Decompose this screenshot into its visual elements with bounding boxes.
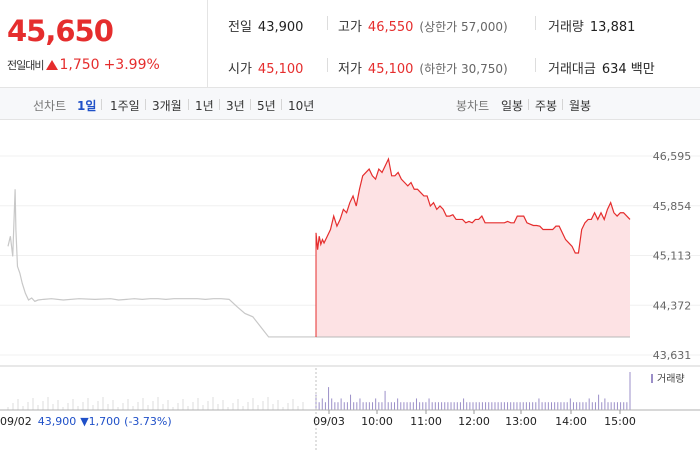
change-value: 1,750 (59, 57, 100, 73)
prev-day-summary: 09/02 43,900 ▼1,700 (-3.73%) (0, 415, 172, 428)
tab-divider (219, 99, 220, 110)
high-label: 고가 (338, 20, 362, 35)
prev-close-stat: 전일 43,900 (228, 16, 303, 35)
y-tick-label: 45,113 (653, 250, 692, 263)
price-chart[interactable]: 46,595 45,854 45,113 44,372 43,631 거래량 09/03 10… (0, 120, 700, 450)
upper-limit: (상한가 57,000) (419, 20, 508, 34)
y-tick-label: 46,595 (653, 150, 692, 163)
x-tick-label: 11:00 (410, 415, 442, 428)
amount-label: 거래대금 (548, 62, 596, 77)
divider (327, 16, 328, 30)
high-stat: 고가 46,550 (상한가 57,000) (338, 16, 508, 35)
tab-divider (281, 99, 282, 110)
tab-3y[interactable]: 3년 (226, 99, 245, 113)
today-area-fill (316, 159, 630, 337)
amount-value: 634 백만 (601, 62, 655, 77)
tab-1w[interactable]: 1주일 (110, 99, 140, 113)
x-tick-label: 10:00 (361, 415, 393, 428)
lower-limit: (하한가 30,750) (419, 62, 508, 76)
x-tick-label: 12:00 (458, 415, 490, 428)
change-label: 전일대비 (7, 59, 44, 72)
volume-value: 13,881 (589, 20, 636, 35)
high-value: 46,550 (367, 20, 414, 35)
volume-label: 거래량 (548, 20, 584, 35)
tab-weekly-candle[interactable]: 주봉 (535, 99, 558, 113)
prev-day-rate: (-3.73%) (124, 415, 172, 428)
low-stat: 저가 45,100 (하한가 30,750) (338, 58, 508, 77)
price-summary: 45,650 전일대비 1,750 +3.99% (0, 0, 208, 88)
quote-panel: 45,650 전일대비 1,750 +3.99% 전일 43,900 고가 46,550… (0, 0, 700, 88)
tab-divider (562, 99, 563, 110)
tab-daily-candle[interactable]: 일봉 (501, 99, 524, 113)
y-tick-label: 43,631 (653, 349, 692, 362)
prev-day-close: 43,900 (38, 415, 77, 428)
x-tick-label: 14:00 (555, 415, 587, 428)
open-value: 45,100 (257, 62, 304, 77)
low-label: 저가 (338, 62, 362, 77)
tab-divider (101, 99, 102, 110)
volume-stat: 거래량 13,881 (548, 16, 635, 35)
tab-divider (250, 99, 251, 110)
prev-close-label: 전일 (228, 20, 252, 35)
tab-10y[interactable]: 10년 (288, 99, 315, 113)
up-triangle-icon (46, 60, 59, 70)
y-tick-label: 45,854 (653, 200, 692, 213)
volume-legend-swatch (651, 374, 653, 383)
x-tick-label: 13:00 (505, 415, 537, 428)
tab-1d[interactable]: 1일 (77, 99, 97, 113)
volume-legend-label: 거래량 (657, 373, 685, 385)
tab-divider (145, 99, 146, 110)
tab-3m[interactable]: 3개월 (152, 99, 182, 113)
tab-divider (188, 99, 189, 110)
prev-day-series-line (7, 189, 316, 338)
y-tick-label: 44,372 (653, 299, 692, 312)
x-tick-label: 15:00 (604, 415, 636, 428)
low-value: 45,100 (367, 62, 414, 77)
candle-chart-section-label: 봉차트 (456, 99, 490, 113)
line-chart-section-label: 선차트 (33, 99, 67, 113)
today-series-line (315, 157, 631, 254)
open-stat: 시가 45,100 (228, 58, 303, 77)
chart-period-tabs: 선차트 1일 1주일 3개월 1년 3년 5년 10년 봉차트 일봉 주봉 월봉 (0, 88, 700, 120)
divider (535, 58, 536, 72)
prev-day-change: ▼1,700 (80, 415, 120, 428)
tab-divider (528, 99, 529, 110)
tab-5y[interactable]: 5년 (257, 99, 276, 113)
current-price: 45,650 (7, 14, 114, 48)
amount-stat: 거래대금 634 백만 (548, 58, 655, 77)
price-chart-svg[interactable]: 46,595 45,854 45,113 44,372 43,631 거래량 09/03 10… (0, 120, 700, 450)
prev-day-date: 09/02 (0, 415, 32, 428)
change-row: 전일대비 1,750 +3.99% (7, 54, 160, 73)
x-tick-label: 09/03 (313, 415, 345, 428)
tab-1y[interactable]: 1년 (195, 99, 214, 113)
tab-monthly-candle[interactable]: 월봉 (569, 99, 592, 113)
open-label: 시가 (228, 62, 252, 77)
prev-close-value: 43,900 (257, 20, 304, 35)
divider (535, 16, 536, 30)
change-rate: +3.99% (103, 57, 160, 73)
divider (327, 58, 328, 72)
